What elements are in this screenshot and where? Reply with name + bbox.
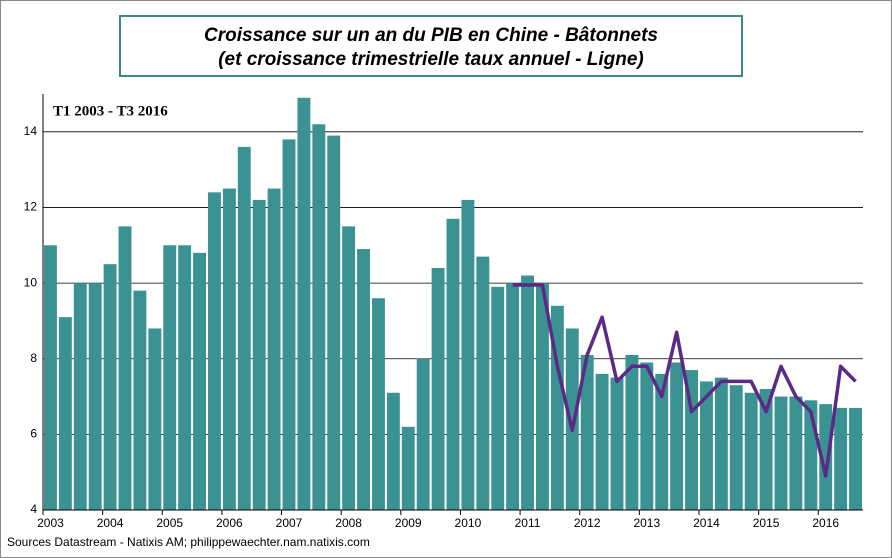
bar	[849, 407, 862, 510]
bar	[297, 97, 311, 511]
y-tick-label: 8	[30, 351, 37, 365]
bar	[431, 267, 445, 510]
bar	[670, 362, 684, 510]
bar	[565, 328, 579, 510]
source: Sources Datastream - Natixis AM; philipp…	[7, 535, 370, 549]
bar	[312, 124, 326, 510]
bar	[252, 199, 266, 510]
bar	[655, 373, 669, 510]
bar	[148, 328, 162, 510]
bar	[744, 392, 758, 510]
y-tick-label: 6	[30, 427, 37, 441]
bar	[208, 192, 221, 510]
bar	[685, 370, 698, 510]
x-tick-label: 2013	[633, 516, 660, 530]
bar	[729, 385, 743, 510]
annotation: T1 2003 - T3 2016	[53, 103, 168, 119]
bar	[193, 252, 206, 510]
bar	[357, 249, 370, 510]
x-tick-label: 2008	[335, 516, 362, 530]
bar	[222, 188, 236, 510]
bar	[372, 298, 385, 510]
bar	[580, 354, 594, 510]
bar	[118, 226, 132, 510]
bar	[103, 264, 117, 510]
chart-subtitle: (et croissance trimestrielle taux annuel…	[218, 49, 644, 70]
bar	[714, 377, 728, 510]
bar	[819, 404, 833, 510]
x-tick-label: 2003	[37, 516, 64, 530]
bar	[536, 283, 549, 510]
bar	[58, 317, 72, 510]
bar	[774, 396, 788, 510]
bar	[476, 256, 490, 510]
bar	[446, 218, 460, 511]
bar	[44, 245, 57, 511]
bar	[342, 226, 356, 510]
bar	[163, 245, 177, 511]
x-tick-label: 2007	[276, 516, 303, 530]
y-tick-label: 12	[24, 200, 38, 214]
bar	[700, 381, 713, 510]
x-tick-label: 2004	[97, 516, 124, 530]
line	[512, 283, 857, 478]
bar	[267, 188, 281, 510]
bar	[491, 286, 505, 510]
x-tick-label: 2005	[156, 516, 183, 530]
bar	[237, 146, 251, 511]
bar	[834, 407, 848, 510]
bar	[282, 139, 296, 510]
bar	[133, 290, 147, 510]
bar	[595, 373, 609, 510]
bar	[789, 396, 803, 510]
x-tick-label: 2011	[515, 516, 541, 530]
bar	[759, 388, 773, 510]
y-tick-label: 14	[24, 124, 38, 138]
x-tick-label: 2014	[693, 516, 720, 530]
title-box: Croissance sur un an du PIB en Chine - B…	[119, 15, 743, 77]
bar	[640, 362, 654, 510]
bar	[506, 283, 520, 510]
x-tick-label: 2006	[216, 516, 243, 530]
bar	[88, 283, 102, 510]
bar	[73, 283, 87, 510]
bar	[625, 354, 639, 510]
bar	[401, 426, 415, 510]
x-tick-label: 2015	[753, 516, 780, 530]
bar	[461, 199, 475, 510]
y-tick-label: 4	[30, 502, 37, 516]
bar	[416, 358, 430, 510]
bar	[386, 392, 400, 510]
x-tick-label: 2012	[574, 516, 601, 530]
x-tick-label: 2009	[395, 516, 422, 530]
x-tick-label: 2010	[455, 516, 482, 530]
chart-title: Croissance sur un an du PIB en Chine - B…	[204, 25, 658, 46]
bar	[327, 135, 341, 510]
bar	[610, 377, 624, 510]
y-tick-label: 10	[24, 275, 38, 289]
x-tick-label: 2016	[812, 516, 839, 530]
bar	[178, 245, 192, 511]
bar	[521, 275, 534, 510]
